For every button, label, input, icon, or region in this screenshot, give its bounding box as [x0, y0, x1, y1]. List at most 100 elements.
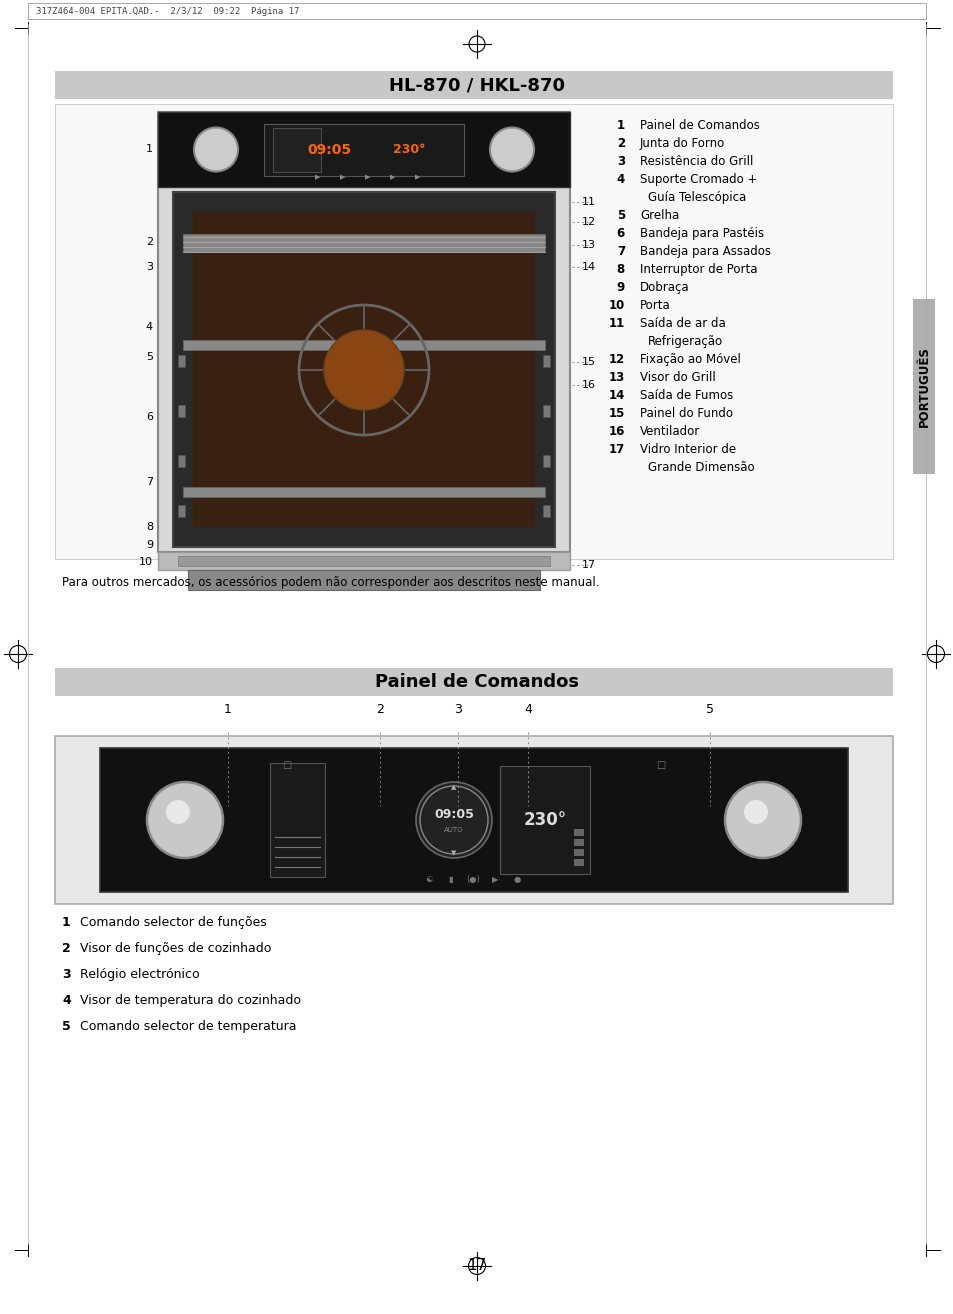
- Text: Visor de funções de cozinhado: Visor de funções de cozinhado: [80, 942, 271, 955]
- Text: 6: 6: [146, 413, 152, 422]
- Text: ▶: ▶: [340, 173, 345, 180]
- Text: Painel de Comandos: Painel de Comandos: [639, 120, 760, 131]
- Text: ▶: ▶: [315, 173, 320, 180]
- Text: 1: 1: [146, 145, 152, 155]
- Text: 2: 2: [617, 137, 624, 150]
- Circle shape: [416, 782, 492, 858]
- Text: ▮: ▮: [448, 875, 453, 884]
- Bar: [574, 840, 583, 846]
- Circle shape: [324, 330, 403, 410]
- Text: Relógio electrónico: Relógio electrónico: [80, 968, 199, 982]
- Bar: [574, 829, 583, 836]
- Text: 17: 17: [581, 560, 596, 570]
- Bar: [574, 859, 583, 866]
- Bar: [542, 405, 550, 417]
- Text: Fixação ao Móvel: Fixação ao Móvel: [639, 353, 740, 367]
- Text: 1: 1: [62, 916, 71, 929]
- Bar: [158, 112, 569, 552]
- Bar: [542, 355, 550, 367]
- Text: Grelha: Grelha: [639, 209, 679, 222]
- Text: 1: 1: [617, 120, 624, 131]
- Text: 3: 3: [454, 703, 461, 716]
- Bar: [574, 849, 583, 855]
- Bar: [178, 355, 185, 367]
- Text: Visor de temperatura do cozinhado: Visor de temperatura do cozinhado: [80, 993, 301, 1007]
- Text: Saída de ar da: Saída de ar da: [639, 317, 725, 330]
- Circle shape: [193, 127, 237, 172]
- Text: 11: 11: [581, 197, 596, 208]
- Text: ☯: ☯: [425, 875, 433, 884]
- Text: Refrigeração: Refrigeração: [647, 335, 722, 348]
- Text: 5: 5: [146, 352, 152, 361]
- Text: Vidro Interior de: Vidro Interior de: [639, 443, 736, 456]
- Text: Ventilador: Ventilador: [639, 424, 700, 438]
- Text: ▶: ▶: [491, 875, 497, 884]
- Bar: [178, 556, 550, 566]
- Text: ▶: ▶: [365, 173, 371, 180]
- Text: PORTUGUÊS: PORTUGUÊS: [917, 346, 929, 427]
- Text: 11: 11: [608, 317, 624, 330]
- Bar: [542, 505, 550, 516]
- Text: Bandeja para Pastéis: Bandeja para Pastéis: [639, 227, 763, 240]
- Text: Comando selector de funções: Comando selector de funções: [80, 916, 267, 929]
- Text: 230°: 230°: [523, 811, 566, 829]
- Text: 4: 4: [523, 703, 532, 716]
- Text: 3: 3: [617, 155, 624, 168]
- Text: Comando selector de temperatura: Comando selector de temperatura: [80, 1020, 296, 1033]
- Text: 3: 3: [62, 968, 71, 982]
- Text: 4: 4: [62, 993, 71, 1007]
- Text: 7: 7: [617, 244, 624, 258]
- Text: AUTO: AUTO: [444, 827, 463, 833]
- Text: 9: 9: [616, 281, 624, 294]
- Bar: [28, 3, 925, 18]
- Text: 09:05: 09:05: [307, 142, 351, 156]
- Text: 230°: 230°: [393, 143, 425, 156]
- Bar: [178, 455, 185, 466]
- Text: 12: 12: [608, 353, 624, 367]
- Circle shape: [743, 800, 767, 824]
- Text: 10: 10: [608, 300, 624, 311]
- Bar: [55, 736, 892, 904]
- Text: 6: 6: [616, 227, 624, 240]
- Text: Painel de Comandos: Painel de Comandos: [375, 673, 578, 691]
- Text: HL-870 / HKL-870: HL-870 / HKL-870: [389, 76, 564, 95]
- Text: 8: 8: [146, 522, 152, 532]
- Bar: [264, 124, 463, 176]
- Circle shape: [490, 127, 534, 172]
- Text: 13: 13: [608, 371, 624, 384]
- Text: 16: 16: [608, 424, 624, 438]
- Circle shape: [147, 782, 223, 858]
- Text: Suporte Cromado +: Suporte Cromado +: [639, 173, 757, 187]
- Text: 9: 9: [146, 540, 152, 551]
- Bar: [183, 340, 544, 350]
- Bar: [188, 570, 539, 590]
- Text: 5: 5: [62, 1020, 71, 1033]
- Text: 10: 10: [139, 557, 152, 568]
- Text: Junta do Forno: Junta do Forno: [639, 137, 724, 150]
- Text: □: □: [656, 759, 665, 770]
- Bar: [55, 71, 892, 99]
- Text: 5: 5: [705, 703, 713, 716]
- Circle shape: [166, 800, 190, 824]
- Bar: [542, 455, 550, 466]
- Bar: [912, 300, 934, 474]
- Bar: [172, 192, 555, 547]
- Text: ●: ●: [513, 875, 520, 884]
- Bar: [270, 763, 325, 876]
- Bar: [55, 668, 892, 696]
- Text: Bandeja para Assados: Bandeja para Assados: [639, 244, 770, 258]
- Text: Visor do Grill: Visor do Grill: [639, 371, 715, 384]
- Text: Grande Dimensão: Grande Dimensão: [647, 461, 754, 474]
- Text: 17: 17: [608, 443, 624, 456]
- Bar: [158, 552, 569, 570]
- Text: ▶: ▶: [415, 173, 420, 180]
- Bar: [55, 104, 892, 558]
- Text: Interruptor de Porta: Interruptor de Porta: [639, 263, 757, 276]
- Text: 15: 15: [581, 357, 596, 367]
- Text: 7: 7: [146, 477, 152, 487]
- Bar: [183, 234, 544, 252]
- Bar: [100, 748, 847, 892]
- Bar: [193, 212, 535, 527]
- Text: Para outros mercados, os acessórios podem não corresponder aos descritos neste m: Para outros mercados, os acessórios pode…: [62, 576, 598, 589]
- Text: 2: 2: [375, 703, 383, 716]
